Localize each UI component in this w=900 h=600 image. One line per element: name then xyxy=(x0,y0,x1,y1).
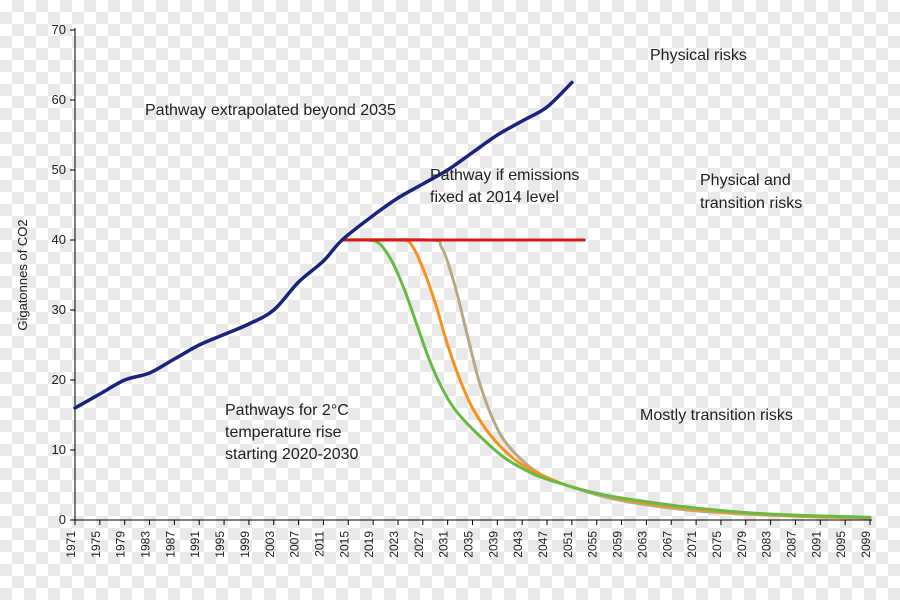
y-tick-label: 10 xyxy=(52,442,66,457)
x-tick-label: 2091 xyxy=(809,531,823,558)
annotation-extrapolated: Pathway extrapolated beyond 2035 xyxy=(145,102,396,119)
y-tick-label: 60 xyxy=(52,92,66,107)
x-tick-label: 2095 xyxy=(834,531,848,558)
y-tick-label: 70 xyxy=(52,22,66,37)
x-tick-label: 2015 xyxy=(337,531,351,558)
x-tick-label: 2039 xyxy=(486,531,500,558)
annotation-physical_risks: Physical risks xyxy=(650,47,747,64)
x-tick-label: 2043 xyxy=(511,531,525,558)
annotation-phys_trans_1: Physical and xyxy=(700,172,791,189)
x-tick-label: 2075 xyxy=(710,531,724,558)
x-tick-label: 2027 xyxy=(412,531,426,558)
annotation-pathways2c_3: starting 2020-2030 xyxy=(225,446,359,463)
chart-container: 0 10 20 30 40 50 60 70 Gigatonnes of CO2 1971 1975… xyxy=(0,0,900,600)
x-tick-label: 2051 xyxy=(561,531,575,558)
x-tick-label: 1983 xyxy=(139,531,153,558)
x-tick-label: 1975 xyxy=(89,531,103,558)
y-tick-label: 40 xyxy=(52,232,66,247)
annotation-pathways2c_2: temperature rise xyxy=(225,424,342,441)
x-tick-label: 1987 xyxy=(163,531,177,558)
series-historical_and_extrapolated xyxy=(75,83,572,409)
x-tick-label: 2055 xyxy=(586,531,600,558)
x-tick-label: 2047 xyxy=(536,531,550,558)
annotation-mostly_trans: Mostly transition risks xyxy=(640,407,793,424)
x-tick-label: 2023 xyxy=(387,531,401,558)
x-tick-label: 1991 xyxy=(188,531,202,558)
x-tick-label: 2059 xyxy=(611,531,625,558)
x-tick-label: 1999 xyxy=(238,531,252,558)
x-tick-label: 1979 xyxy=(114,531,128,558)
y-tick-label: 30 xyxy=(52,302,66,317)
x-tick-label: 2007 xyxy=(288,531,302,558)
x-tick-label: 2011 xyxy=(312,531,326,557)
x-tick-label: 1971 xyxy=(64,531,78,558)
series-decline_2030 xyxy=(342,239,870,517)
x-tick-label: 1995 xyxy=(213,531,227,558)
x-tick-label: 2063 xyxy=(635,531,649,558)
x-tick-label: 2019 xyxy=(362,531,376,558)
annotation-fixed_line2: fixed at 2014 level xyxy=(430,189,559,206)
x-tick-label: 2079 xyxy=(735,531,749,558)
series-decline_2025 xyxy=(342,240,870,518)
x-tick-label: 2099 xyxy=(859,531,873,558)
x-tick-label: 2031 xyxy=(437,531,451,558)
annotation-pathways2c_1: Pathways for 2°C xyxy=(225,402,349,419)
emissions-pathways-chart: 0 10 20 30 40 50 60 70 Gigatonnes of CO2 1971 1975… xyxy=(0,0,900,600)
x-tick-label: 2071 xyxy=(685,531,699,558)
x-tick-label: 2087 xyxy=(784,531,798,558)
y-tick-label: 20 xyxy=(52,372,66,387)
series-decline_2020 xyxy=(342,240,870,517)
y-tick-label: 0 xyxy=(59,512,66,527)
x-tick-label: 2035 xyxy=(462,531,476,558)
y-axis-label: Gigatonnes of CO2 xyxy=(15,219,30,330)
annotation-fixed_line1: Pathway if emissions xyxy=(430,167,579,184)
annotation-phys_trans_2: transition risks xyxy=(700,195,802,212)
x-tick-label: 2003 xyxy=(263,531,277,558)
y-tick-label: 50 xyxy=(52,162,66,177)
x-tick-label: 2083 xyxy=(760,531,774,558)
x-tick-label: 2067 xyxy=(660,531,674,558)
